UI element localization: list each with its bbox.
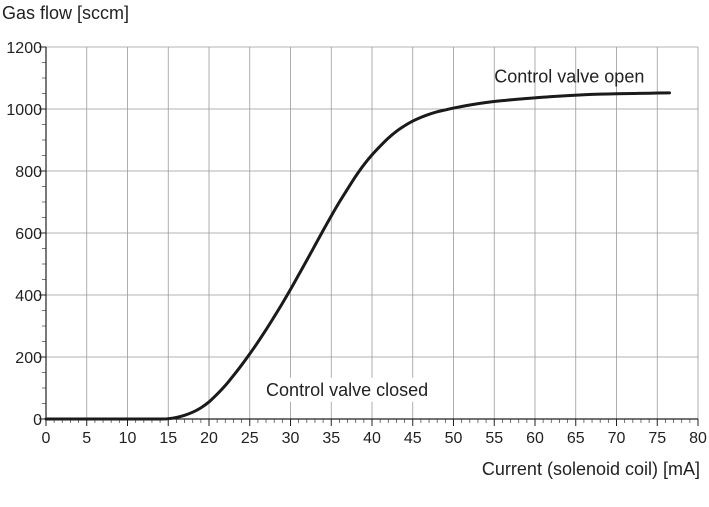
annotation-valve-open: Control valve open xyxy=(494,67,644,87)
x-tick-label: 5 xyxy=(82,430,91,447)
x-tick-label: 45 xyxy=(404,430,422,447)
x-tick-label: 35 xyxy=(322,430,340,447)
flow-curve xyxy=(44,91,671,421)
x-tick-label: 55 xyxy=(485,430,503,447)
y-tick-label: 0 xyxy=(33,412,42,429)
y-tick-label: 800 xyxy=(15,164,42,181)
x-tick-label: 75 xyxy=(648,430,666,447)
x-tick-label: 65 xyxy=(567,430,585,447)
x-axis-title: Current (solenoid coil) [mA] xyxy=(482,459,700,479)
grid xyxy=(45,46,699,420)
x-tick-label: 30 xyxy=(282,430,300,447)
x-tick-label: 10 xyxy=(119,430,137,447)
x-tick-label: 40 xyxy=(363,430,381,447)
y-tick-label: 1200 xyxy=(6,40,42,57)
annotation-background xyxy=(262,377,433,402)
x-tick-label: 60 xyxy=(526,430,544,447)
y-tick-label: 600 xyxy=(15,226,42,243)
x-tick-label: 25 xyxy=(241,430,259,447)
x-tick-label: 20 xyxy=(200,430,218,447)
minor-ticks xyxy=(42,62,691,423)
y-tick-labels: 0 200 400 600 800 1000 1200 xyxy=(6,40,42,429)
y-tick-label: 200 xyxy=(15,350,42,367)
x-tick-label: 50 xyxy=(445,430,463,447)
axes xyxy=(39,46,699,426)
x-tick-label: 15 xyxy=(159,430,177,447)
annotation-valve-closed: Control valve closed xyxy=(266,380,428,400)
y-axis-title: Gas flow [sccm] xyxy=(2,3,129,23)
x-tick-label: 0 xyxy=(42,430,51,447)
y-tick-label: 400 xyxy=(15,288,42,305)
x-tick-labels: 0 5 10 15 20 25 30 35 40 45 50 55 60 65 70 75 80 xyxy=(42,430,707,447)
x-tick-label: 70 xyxy=(608,430,626,447)
x-tick-label: 80 xyxy=(689,430,707,447)
y-tick-label: 1000 xyxy=(6,102,42,119)
